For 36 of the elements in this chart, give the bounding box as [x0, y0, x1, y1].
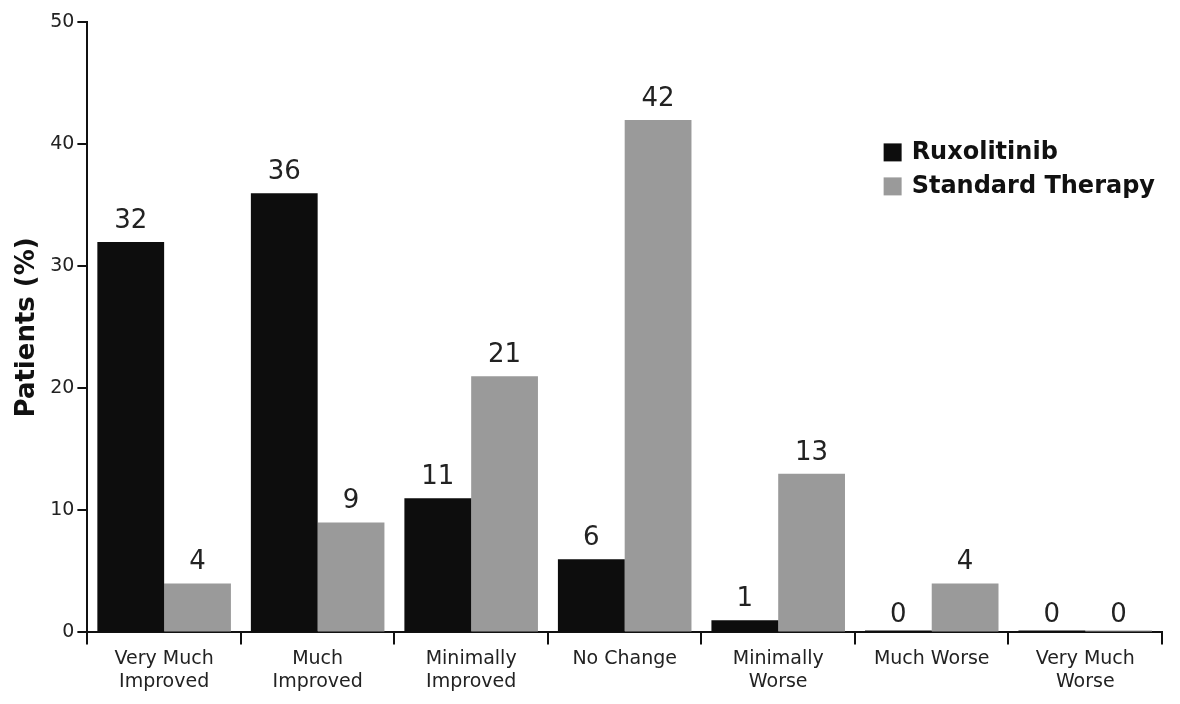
data-label: 0 — [890, 598, 907, 629]
data-label: 0 — [1043, 598, 1061, 629]
data-label: 42 — [641, 81, 675, 112]
x-tick-label: No Change — [572, 645, 677, 668]
legend-label: Ruxolitinib — [911, 136, 1058, 165]
x-tick-label: Much Worse — [873, 645, 990, 668]
bar — [778, 473, 845, 632]
legend-label: Standard Therapy — [911, 170, 1156, 199]
data-label: 11 — [421, 459, 455, 490]
data-label: 32 — [114, 203, 148, 234]
data-label: 13 — [795, 435, 829, 466]
bar — [931, 583, 999, 632]
data-label: 1 — [736, 581, 754, 612]
data-label: 4 — [956, 545, 974, 576]
bar — [317, 522, 385, 632]
data-label: 0 — [1110, 598, 1127, 629]
data-label: 36 — [267, 154, 301, 185]
y-tick-label: 30 — [50, 253, 75, 276]
x-tick-label: Minimally Worse — [732, 645, 824, 691]
bar — [624, 120, 692, 632]
y-tick-label: 20 — [50, 375, 75, 398]
bar — [164, 583, 231, 632]
x-tick-label: Very Much Worse — [1035, 645, 1135, 691]
data-label: 9 — [342, 484, 360, 515]
y-tick-label: 40 — [50, 131, 75, 154]
data-label: 21 — [488, 337, 522, 368]
data-label: 4 — [189, 545, 206, 576]
bar — [471, 376, 538, 632]
data-label: 6 — [583, 520, 600, 551]
x-tick-label: Minimally Improved — [425, 645, 517, 691]
x-tick-label: Very Much Improved — [114, 645, 214, 691]
x-tick-label: Much Improved — [272, 645, 363, 691]
y-tick-label: 50 — [50, 9, 75, 32]
y-axis-title: Patients (%) — [10, 237, 41, 418]
y-tick-label: 10 — [50, 497, 75, 520]
y-tick-label: 0 — [62, 619, 75, 642]
